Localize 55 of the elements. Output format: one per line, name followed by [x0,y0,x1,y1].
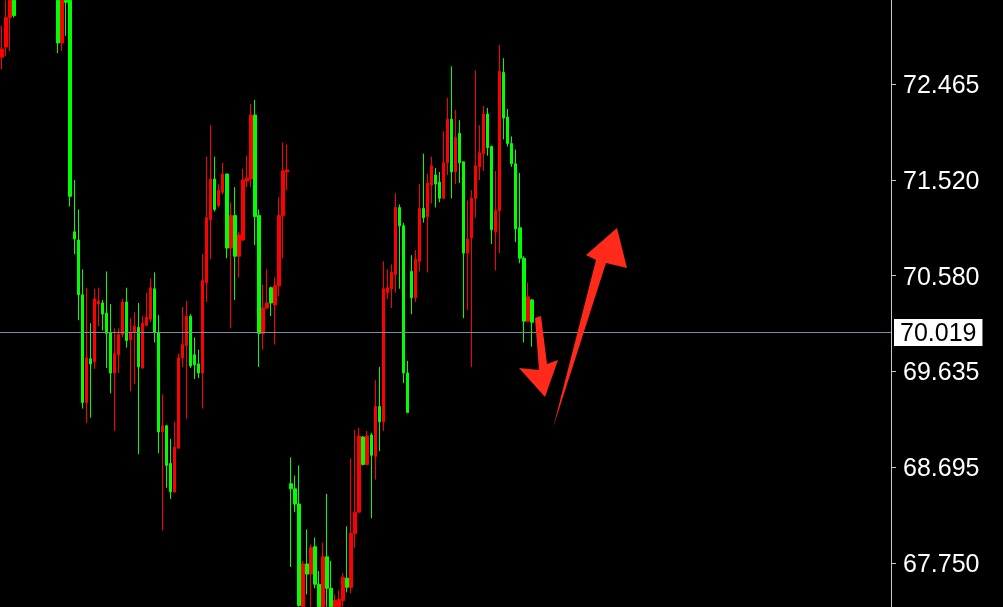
candlestick [438,171,441,203]
y-tick-label: 70.580 [903,261,980,290]
candlestick [185,300,188,420]
candlestick [341,572,345,607]
candlestick [133,311,136,385]
candlestick [370,432,373,519]
candlestick [305,528,309,595]
candlestick [60,0,64,52]
candlestick [321,542,325,607]
candlestick [89,322,92,419]
candlestick [137,302,140,455]
candlestick [530,298,534,348]
y-tick-label: 72.465 [903,70,980,99]
candlestick [113,327,116,432]
ref-line-label: 70.019 [900,318,977,347]
y-tick-label: 69.635 [903,357,980,386]
candlestick [378,366,381,452]
candlestick [410,254,413,315]
candlestick [269,286,273,317]
candlestick [93,288,96,370]
candlestick [325,493,329,607]
candlestick [12,0,16,19]
candlestick [157,314,160,454]
candlestick [249,103,253,188]
candlestick [125,287,128,349]
candlestick [85,287,88,424]
candlestick [149,278,152,323]
candlestick [374,379,377,481]
candlestick [526,282,530,323]
candlestick [382,260,385,432]
candlestick [56,0,60,54]
candlestick [213,156,216,213]
y-tick-label: 68.695 [903,452,980,481]
candlestick [454,109,457,185]
y-tick-label: 67.750 [903,548,980,577]
candlestick [365,430,369,466]
candlestick [309,544,313,607]
candlestick [450,65,453,199]
candlestick [161,393,164,531]
candlestick [129,317,132,392]
candlestick [333,593,337,607]
candlestick [297,464,301,607]
candlestick [345,525,349,593]
candlestick [361,435,365,466]
candlestick [233,186,237,301]
candlestick [289,456,293,568]
candlestick [153,271,156,344]
y-tick-label: 71.520 [903,166,980,195]
candlestick [8,0,12,52]
candlestick [225,173,229,259]
candlestick [229,201,233,329]
candlestick [422,153,425,224]
candlestick [434,167,437,208]
candlestick [68,0,72,207]
candlestick [301,560,305,607]
